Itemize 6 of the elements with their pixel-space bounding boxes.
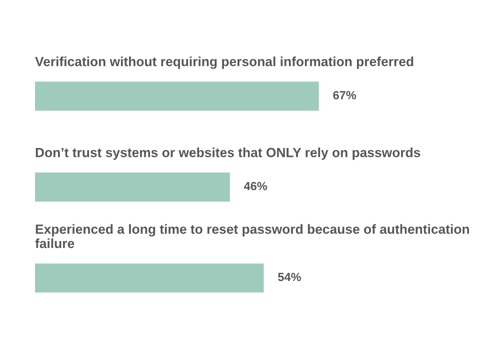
y-tick-label: Verification without requiring personal information preferred [35,56,414,69]
data-label: 67% [333,90,356,100]
y-tick-label: Experienced a long time to reset password because of authentication failure [35,224,469,248]
data-label: 46% [244,182,268,190]
data-label: 54% [278,272,301,282]
y-tick-label: Don’t trust systems or websites that ONLY rely on passwords [36,148,420,160]
